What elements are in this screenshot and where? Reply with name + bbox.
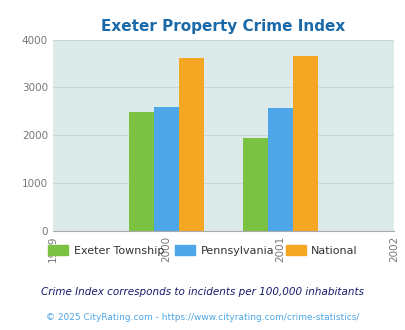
Bar (267, 108, 292, 231)
Text: © 2025 CityRating.com - https://www.cityrating.com/crime-statistics/: © 2025 CityRating.com - https://www.city… (46, 313, 359, 322)
Legend: Exeter Township, Pennsylvania, National: Exeter Township, Pennsylvania, National (44, 241, 361, 260)
Bar (179, 58, 203, 231)
Bar (292, 56, 317, 231)
Text: Crime Index corresponds to incidents per 100,000 inhabitants: Crime Index corresponds to incidents per… (41, 287, 364, 297)
Bar (129, 112, 153, 231)
Title: Exeter Property Crime Index: Exeter Property Crime Index (101, 19, 345, 34)
Bar (242, 138, 267, 231)
Bar (153, 107, 179, 231)
